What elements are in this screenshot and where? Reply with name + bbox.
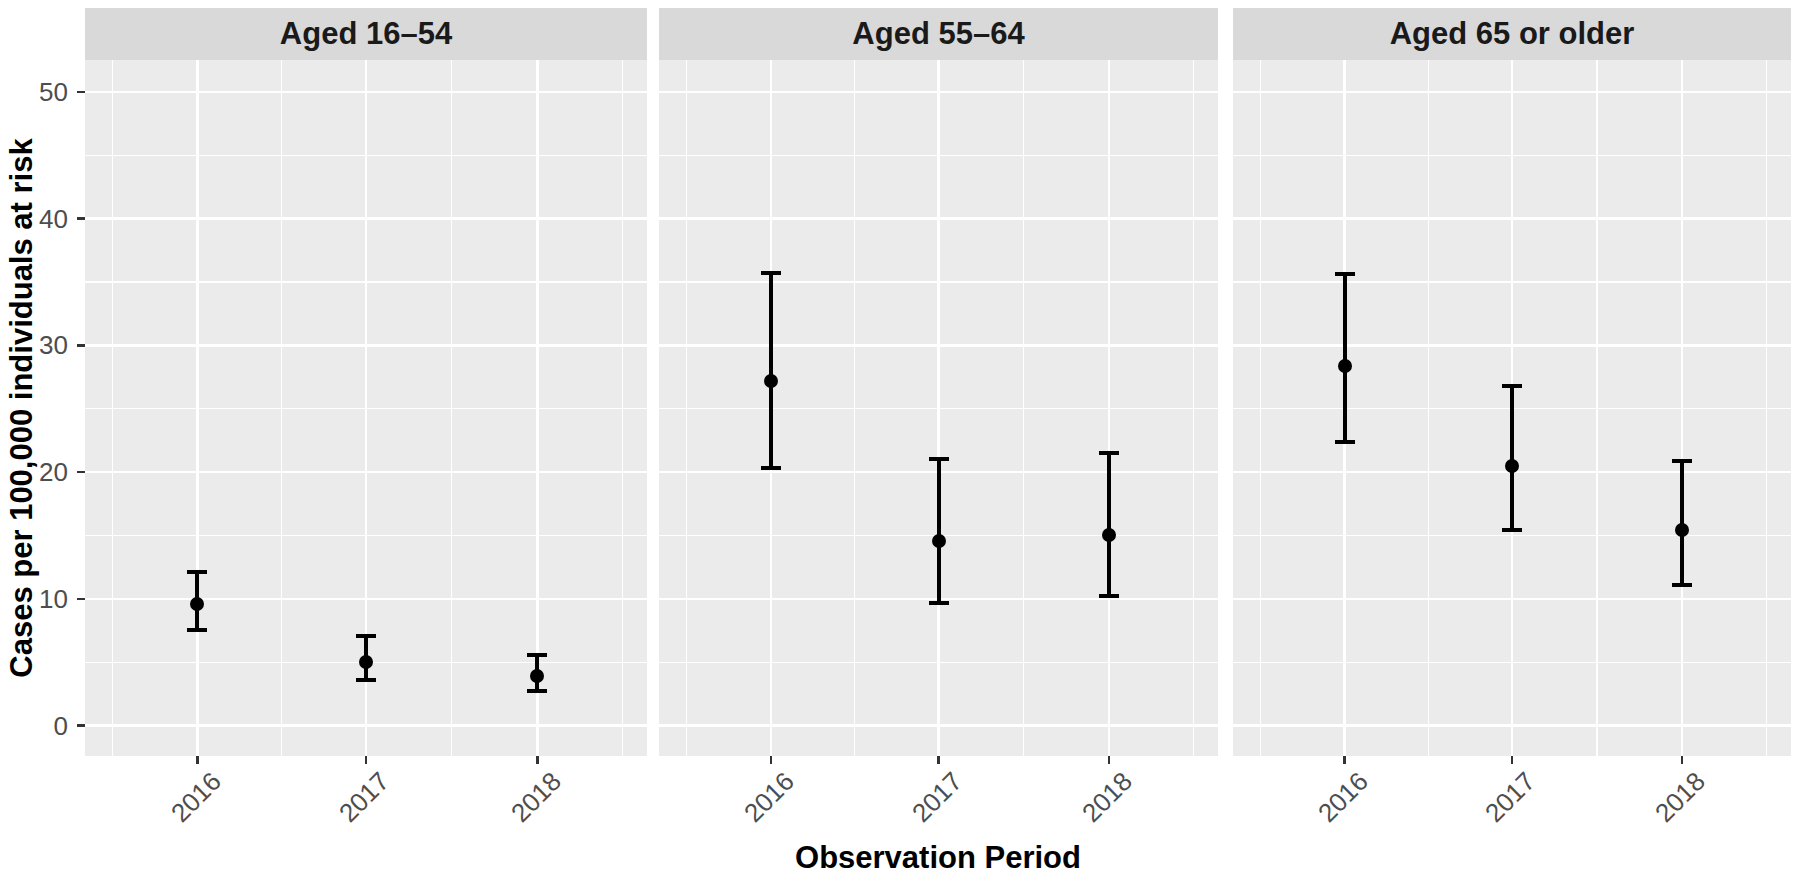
y-tick-label: 10	[0, 584, 68, 614]
error-bar-cap-top	[1335, 272, 1355, 276]
gridline-minor-vertical	[1023, 60, 1024, 756]
error-bar-cap-top	[1502, 384, 1522, 388]
gridline-minor-vertical	[854, 60, 855, 756]
error-bar-cap-bottom	[1335, 440, 1355, 444]
gridline-minor-vertical	[1428, 60, 1429, 756]
y-tick-label: 20	[0, 457, 68, 487]
facet-panel: Aged 65 or older	[1233, 8, 1791, 756]
y-tick-label: 0	[0, 711, 68, 741]
error-bar	[769, 273, 773, 468]
x-tick-mark	[1343, 756, 1346, 764]
y-tick-mark	[77, 724, 85, 727]
faceted-errorbar-chart: Cases per 100,000 individuals at risk Ob…	[0, 0, 1800, 874]
facet-strip-label: Aged 16–54	[280, 16, 452, 52]
facet-strip: Aged 55–64	[659, 8, 1218, 60]
x-tick-mark	[770, 756, 773, 764]
error-bar-cap-bottom	[761, 466, 781, 470]
facet-strip-label: Aged 55–64	[852, 16, 1024, 52]
plot-area	[85, 60, 647, 756]
x-tick-label: 2018	[505, 766, 568, 829]
error-bar-cap-bottom	[929, 601, 949, 605]
gridline-major-vertical	[196, 60, 199, 756]
x-tick-mark	[937, 756, 940, 764]
point-marker	[1102, 528, 1116, 542]
x-tick-label: 2016	[1312, 766, 1375, 829]
error-bar-cap-top	[356, 634, 376, 638]
x-tick-label: 2018	[1649, 766, 1712, 829]
gridline-minor-vertical	[1766, 60, 1767, 756]
x-tick-mark	[196, 756, 199, 764]
x-tick-label: 2016	[165, 766, 228, 829]
gridline-minor-vertical	[686, 60, 687, 756]
x-tick-label: 2018	[1076, 766, 1139, 829]
gridline-major-vertical	[1681, 60, 1684, 756]
facet-strip: Aged 16–54	[85, 8, 647, 60]
error-bar	[937, 459, 941, 602]
point-marker	[1338, 359, 1352, 373]
point-marker	[359, 655, 373, 669]
error-bar-cap-bottom	[1502, 528, 1522, 532]
y-tick-label: 30	[0, 330, 68, 360]
gridline-minor-vertical	[281, 60, 282, 756]
x-axis-title: Observation Period	[795, 840, 1081, 874]
y-tick-mark	[77, 598, 85, 601]
error-bar-cap-top	[187, 570, 207, 574]
point-marker	[932, 534, 946, 548]
plot-area	[659, 60, 1218, 756]
y-tick-mark	[77, 344, 85, 347]
x-tick-mark	[536, 756, 539, 764]
gridline-minor-vertical	[1193, 60, 1194, 756]
facet-panel: Aged 55–64	[659, 8, 1218, 756]
facet-panel: Aged 16–54	[85, 8, 647, 756]
y-tick-label: 50	[0, 77, 68, 107]
y-tick-label: 40	[0, 204, 68, 234]
gridline-major-vertical	[937, 60, 940, 756]
gridline-minor-vertical	[451, 60, 452, 756]
error-bar-cap-bottom	[527, 689, 547, 693]
error-bar-cap-top	[761, 271, 781, 275]
error-bar-cap-top	[1099, 451, 1119, 455]
point-marker	[530, 669, 544, 683]
x-tick-mark	[1108, 756, 1111, 764]
x-tick-label: 2017	[333, 766, 396, 829]
y-tick-mark	[77, 91, 85, 94]
y-tick-mark	[77, 217, 85, 220]
error-bar-cap-top	[929, 457, 949, 461]
facet-strip-label: Aged 65 or older	[1390, 16, 1635, 52]
plot-area	[1233, 60, 1791, 756]
gridline-minor-vertical	[622, 60, 623, 756]
x-tick-mark	[1511, 756, 1514, 764]
x-tick-label: 2017	[906, 766, 969, 829]
error-bar	[1107, 453, 1111, 596]
x-tick-label: 2017	[1479, 766, 1542, 829]
point-marker	[190, 597, 204, 611]
point-marker	[1505, 459, 1519, 473]
gridline-minor-vertical	[112, 60, 113, 756]
x-tick-mark	[365, 756, 368, 764]
y-tick-mark	[77, 471, 85, 474]
error-bar-cap-bottom	[356, 678, 376, 682]
error-bar-cap-bottom	[1672, 583, 1692, 587]
gridline-minor-vertical	[1260, 60, 1261, 756]
gridline-minor-vertical	[1596, 60, 1597, 756]
error-bar-cap-bottom	[187, 628, 207, 632]
error-bar-cap-top	[1672, 459, 1692, 463]
point-marker	[764, 374, 778, 388]
error-bar-cap-top	[527, 653, 547, 657]
facet-strip: Aged 65 or older	[1233, 8, 1791, 60]
error-bar-cap-bottom	[1099, 594, 1119, 598]
x-tick-mark	[1681, 756, 1684, 764]
gridline-major-vertical	[1108, 60, 1111, 756]
x-tick-label: 2016	[738, 766, 801, 829]
